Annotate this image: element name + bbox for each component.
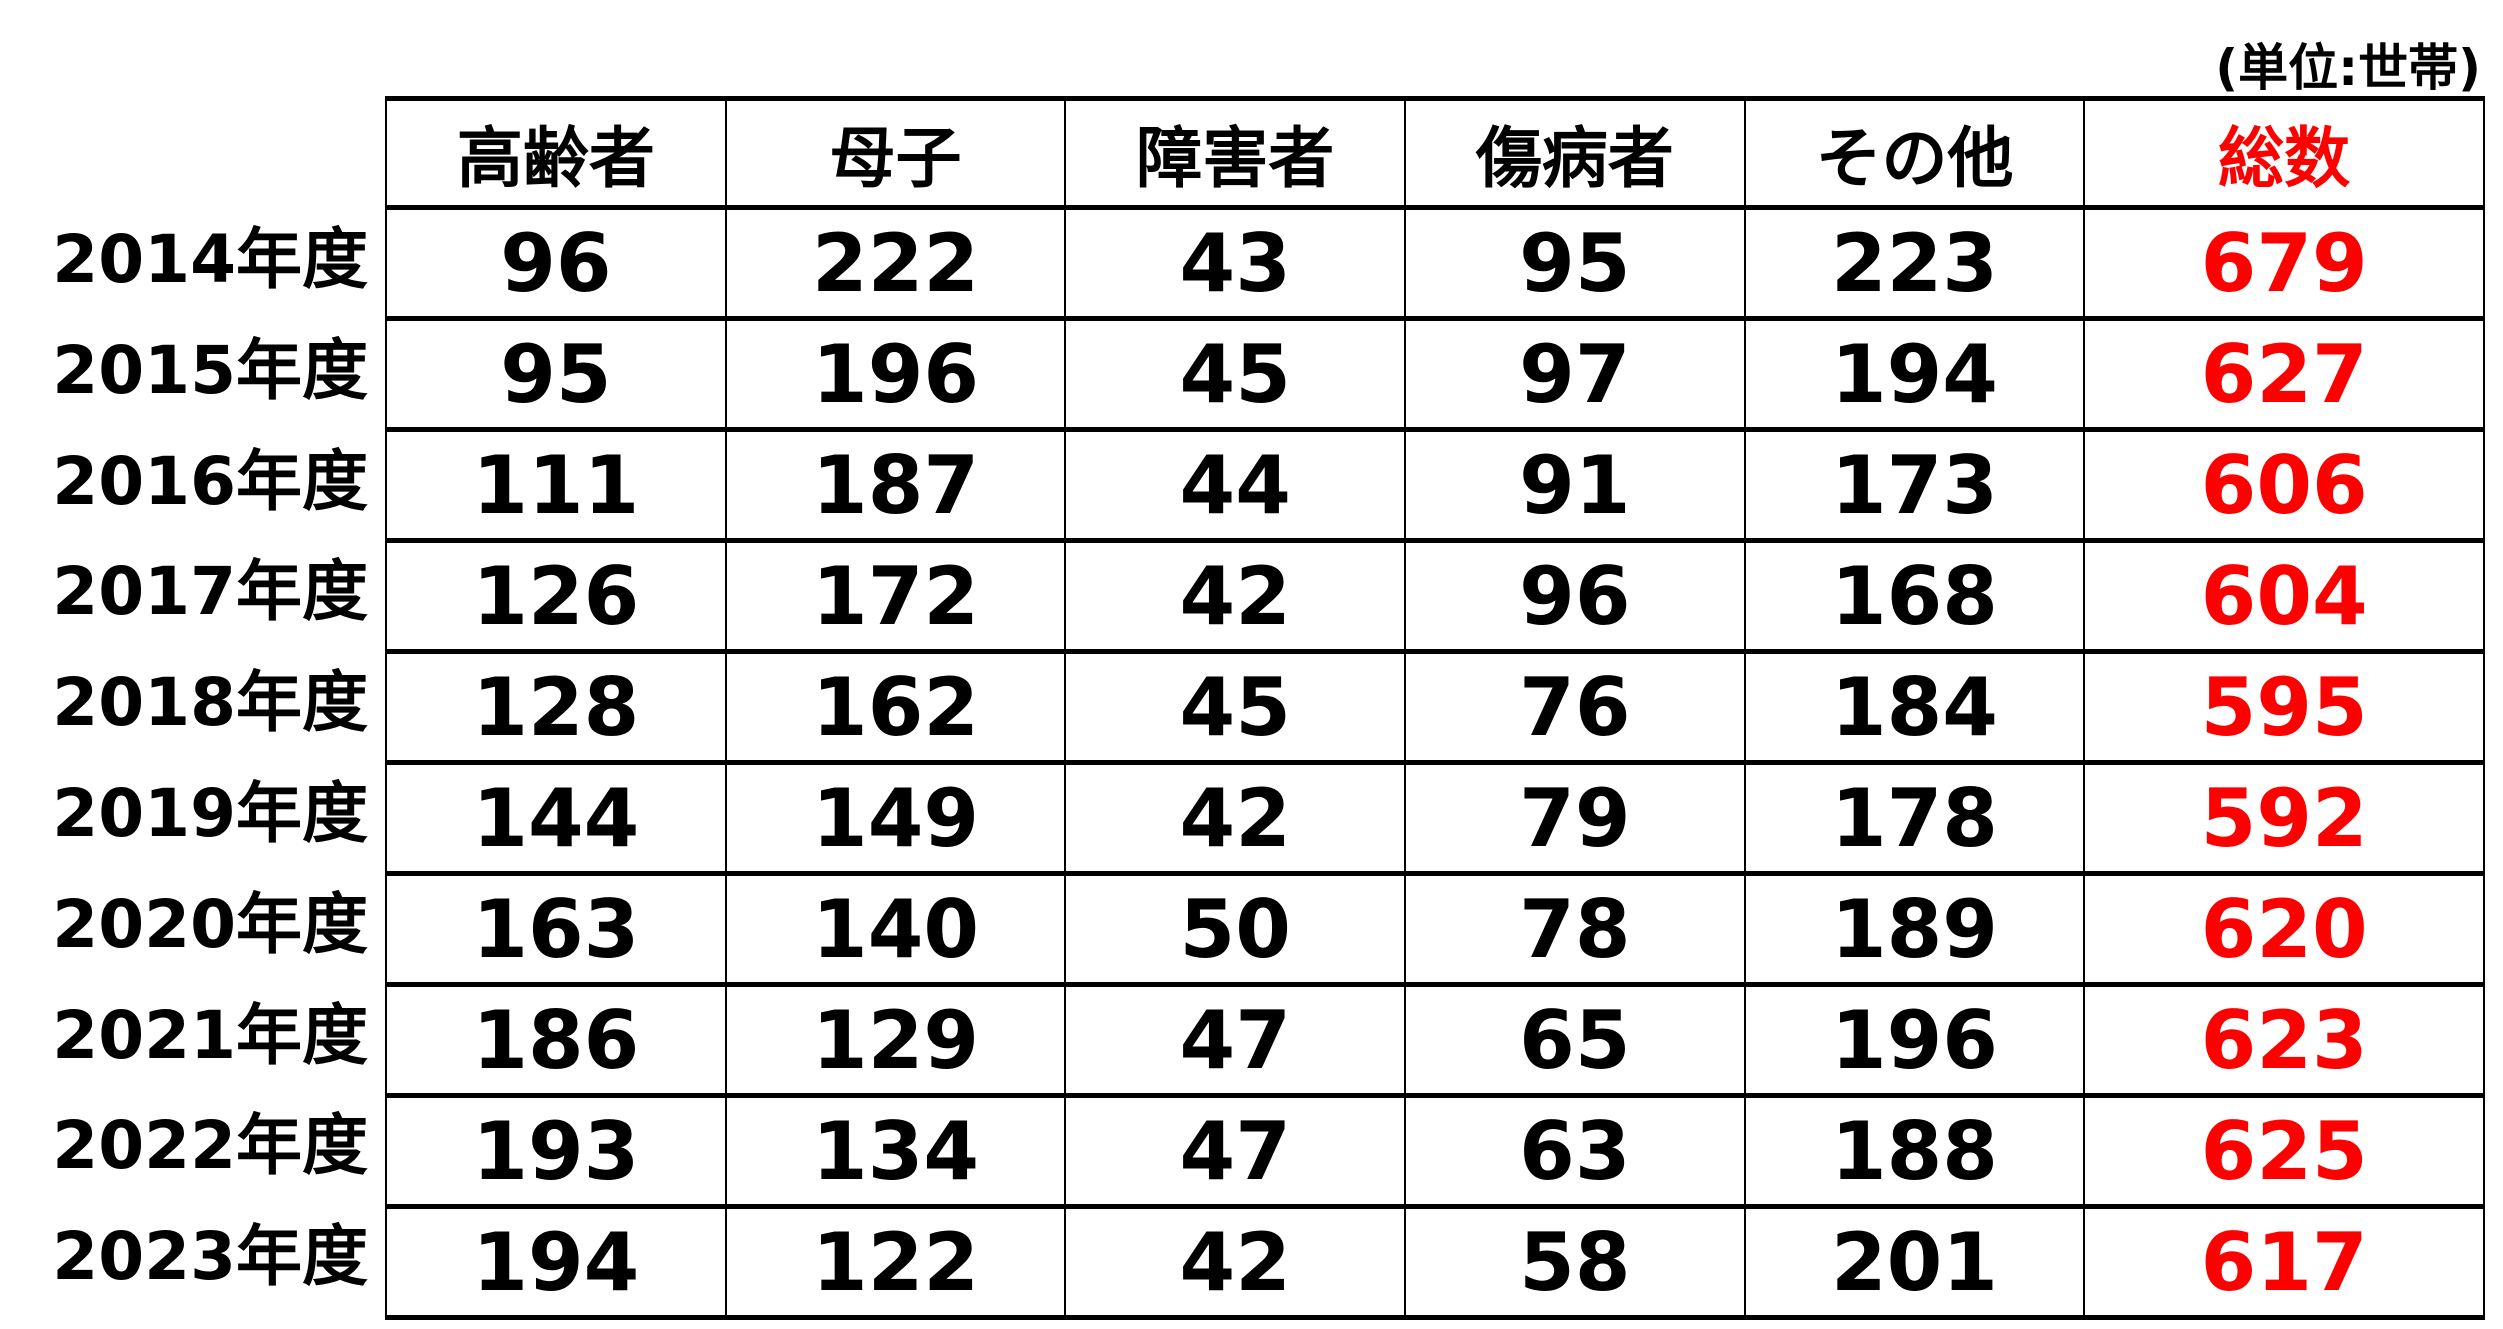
table-cell: 129: [724, 982, 1067, 1098]
table-cell: 65: [1404, 982, 1746, 1098]
total-cell: 606: [2083, 427, 2485, 543]
table-cell: 95: [385, 316, 727, 432]
table-cell: 149: [724, 760, 1067, 876]
year-labels: 2014年度 2015年度 2016年度 2017年度 2018年度 2019年度 2020…: [0, 205, 380, 1313]
table-cell: 187: [724, 427, 1067, 543]
total-cell: 592: [2083, 760, 2485, 876]
table-cell: 42: [1064, 538, 1407, 654]
row-label-year: 2023年度: [52, 1218, 368, 1296]
table-row: 193 134 47 63 188 625: [385, 1093, 2485, 1209]
total-cell: 627: [2083, 316, 2485, 432]
total-cell: 620: [2083, 871, 2485, 987]
row-label-year: 2020年度: [52, 885, 368, 963]
row-label-year: 2014年度: [52, 221, 368, 298]
column-header: 母子: [724, 96, 1067, 210]
table-cell: 194: [1743, 316, 2086, 432]
table-cell: 222: [724, 205, 1067, 321]
table-cell: 193: [385, 1093, 727, 1209]
total-cell: 625: [2083, 1093, 2485, 1209]
table-cell: 45: [1064, 649, 1407, 765]
table-cell: 91: [1404, 427, 1746, 543]
table-cell: 144: [385, 760, 727, 876]
row-label-year: 2022年度: [52, 1107, 368, 1185]
table-cell: 50: [1064, 871, 1407, 987]
data-table: 高齢者 母子 障害者 傷病者 その他 総数 96 222 43 95 223 679 95 196 45 9…: [385, 96, 2485, 1320]
unit-label: (単位:世帯): [2215, 39, 2481, 97]
row-label-year: 2015年度: [52, 331, 368, 409]
table-row: 96 222 43 95 223 679: [385, 205, 2485, 321]
table-cell: 184: [1743, 649, 2086, 765]
total-cell: 595: [2083, 649, 2485, 765]
table-cell: 189: [1743, 871, 2086, 987]
row-label-year: 2021年度: [52, 996, 368, 1074]
table-row: 95 196 45 97 194 627: [385, 316, 2485, 432]
table-cell: 223: [1743, 205, 2086, 321]
column-header: 高齢者: [385, 96, 727, 210]
table-cell: 44: [1064, 427, 1407, 543]
row-label-year: 2018年度: [52, 664, 368, 742]
table-cell: 188: [1743, 1093, 2086, 1209]
table-cell: 126: [385, 538, 727, 654]
table-cell: 42: [1064, 1204, 1407, 1320]
table-cell: 128: [385, 649, 727, 765]
table-row: 144 149 42 79 178 592: [385, 760, 2485, 876]
table-cell: 45: [1064, 316, 1407, 432]
table-cell: 111: [385, 427, 727, 543]
table-cell: 172: [724, 538, 1067, 654]
table-cell: 163: [385, 871, 727, 987]
table-cell: 78: [1404, 871, 1746, 987]
row-label-year: 2016年度: [52, 442, 368, 520]
table-row: 194 122 42 58 201 617: [385, 1204, 2485, 1320]
table-cell: 96: [1404, 538, 1746, 654]
table-row: 111 187 44 91 173 606: [385, 427, 2485, 543]
table-cell: 95: [1404, 205, 1746, 321]
table-cell: 178: [1743, 760, 2086, 876]
table-cell: 79: [1404, 760, 1746, 876]
total-cell: 623: [2083, 982, 2485, 1098]
column-header: その他: [1743, 96, 2086, 210]
table-cell: 196: [724, 316, 1067, 432]
table-row: 186 129 47 65 196 623: [385, 982, 2485, 1098]
table-cell: 201: [1743, 1204, 2086, 1320]
table-cell: 58: [1404, 1204, 1746, 1320]
table-cell: 63: [1404, 1093, 1746, 1209]
table-cell: 47: [1064, 1093, 1407, 1209]
row-label-year: 2019年度: [52, 774, 368, 852]
table-cell: 173: [1743, 427, 2086, 543]
table-cell: 186: [385, 982, 727, 1098]
table-cell: 76: [1404, 649, 1746, 765]
table-cell: 168: [1743, 538, 2086, 654]
total-cell: 604: [2083, 538, 2485, 654]
total-cell: 617: [2083, 1204, 2485, 1320]
header-row: 高齢者 母子 障害者 傷病者 その他 総数: [385, 96, 2485, 210]
table-cell: 47: [1064, 982, 1407, 1098]
table-cell: 122: [724, 1204, 1067, 1320]
total-cell: 679: [2083, 205, 2485, 321]
table-cell: 140: [724, 871, 1067, 987]
column-header: 傷病者: [1404, 96, 1746, 210]
table-row: 128 162 45 76 184 595: [385, 649, 2485, 765]
table-cell: 162: [724, 649, 1067, 765]
table-cell: 196: [1743, 982, 2086, 1098]
column-header: 総数: [2083, 96, 2485, 210]
table-cell: 43: [1064, 205, 1407, 321]
row-label-year: 2017年度: [52, 553, 368, 631]
table-cell: 42: [1064, 760, 1407, 876]
column-header: 障害者: [1064, 96, 1407, 210]
table-cell: 194: [385, 1204, 727, 1320]
table-row: 163 140 50 78 189 620: [385, 871, 2485, 987]
table-row: 126 172 42 96 168 604: [385, 538, 2485, 654]
table-cell: 96: [385, 205, 727, 321]
table-cell: 97: [1404, 316, 1746, 432]
table-cell: 134: [724, 1093, 1067, 1209]
